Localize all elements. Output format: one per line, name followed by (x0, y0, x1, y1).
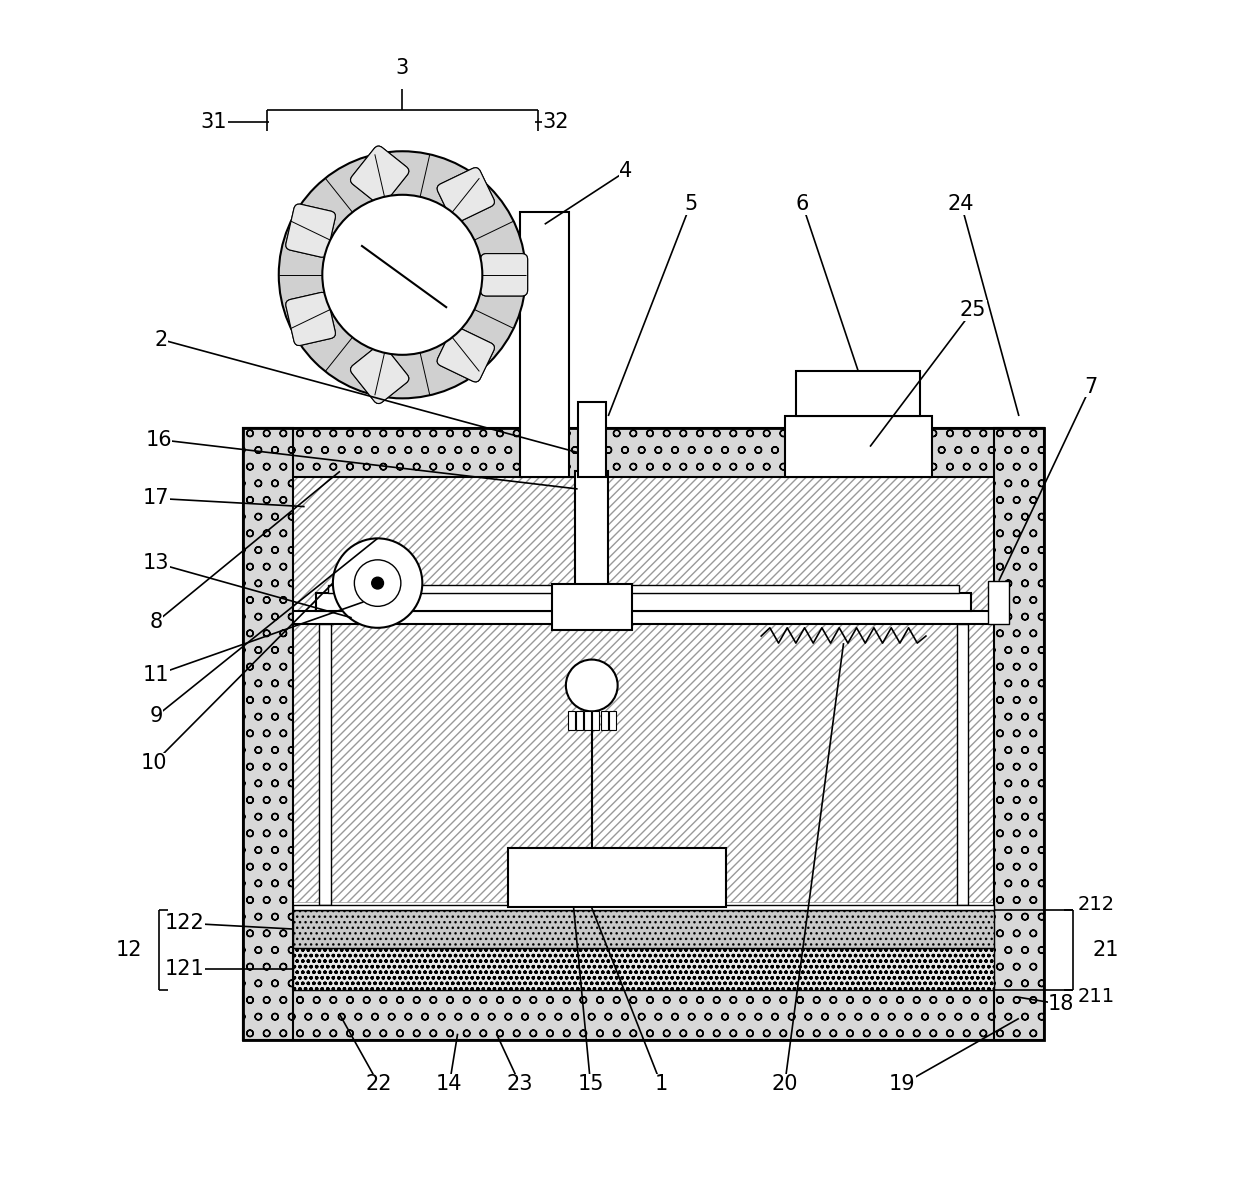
Text: 211: 211 (1078, 987, 1115, 1006)
Circle shape (565, 660, 618, 711)
FancyBboxPatch shape (285, 204, 336, 257)
Bar (520, 212, 569, 478)
Text: 13: 13 (143, 553, 170, 574)
Bar (584, 711, 591, 730)
Bar (293, 905, 994, 910)
Bar (785, 416, 931, 478)
Text: 7: 7 (1084, 377, 1097, 397)
Bar (243, 428, 1044, 478)
FancyBboxPatch shape (438, 327, 495, 382)
Text: 15: 15 (578, 1075, 604, 1094)
Bar (243, 428, 293, 1039)
Text: 20: 20 (771, 1075, 799, 1094)
Bar (319, 624, 331, 905)
Bar (578, 402, 606, 478)
Bar (293, 611, 994, 624)
FancyBboxPatch shape (438, 327, 495, 382)
Bar (293, 478, 994, 902)
Text: 17: 17 (143, 488, 170, 508)
Text: 8: 8 (150, 611, 162, 632)
Bar (575, 711, 583, 730)
Bar (956, 624, 968, 905)
Bar (568, 711, 574, 730)
Text: 5: 5 (684, 194, 697, 214)
Text: 32: 32 (542, 111, 568, 132)
Text: 16: 16 (145, 429, 172, 449)
FancyBboxPatch shape (351, 345, 409, 404)
FancyBboxPatch shape (438, 167, 495, 223)
Text: 21: 21 (1092, 940, 1120, 960)
Text: 1: 1 (655, 1075, 668, 1094)
Text: 25: 25 (960, 300, 986, 320)
Bar (796, 371, 920, 416)
Text: 10: 10 (141, 754, 167, 773)
Text: 31: 31 (201, 111, 227, 132)
FancyBboxPatch shape (438, 167, 495, 223)
Bar (293, 910, 994, 948)
FancyBboxPatch shape (285, 293, 336, 346)
Bar (609, 711, 616, 730)
Bar (988, 581, 1009, 624)
Bar (293, 948, 994, 991)
Text: 121: 121 (165, 959, 205, 979)
FancyBboxPatch shape (481, 254, 528, 296)
Circle shape (279, 152, 526, 398)
Text: 23: 23 (507, 1075, 533, 1094)
Bar (243, 428, 1044, 1039)
FancyBboxPatch shape (351, 146, 409, 205)
Bar (593, 711, 599, 730)
Bar (316, 592, 971, 611)
Bar (994, 428, 1044, 1039)
Text: 12: 12 (117, 940, 143, 960)
Circle shape (322, 194, 482, 354)
Circle shape (355, 559, 401, 607)
FancyBboxPatch shape (285, 204, 336, 257)
Bar (575, 472, 609, 585)
FancyBboxPatch shape (351, 146, 409, 205)
Bar (243, 991, 1044, 1039)
Bar (345, 557, 371, 609)
Text: 6: 6 (796, 194, 808, 214)
Text: 14: 14 (436, 1075, 463, 1094)
Text: 11: 11 (143, 665, 170, 685)
Bar (600, 711, 608, 730)
Text: 122: 122 (165, 914, 205, 933)
Text: 9: 9 (150, 706, 164, 726)
Text: 18: 18 (1048, 994, 1074, 1014)
Bar (329, 585, 959, 592)
FancyBboxPatch shape (481, 254, 528, 296)
FancyBboxPatch shape (285, 293, 336, 346)
Bar (552, 584, 631, 630)
Text: 4: 4 (619, 161, 632, 181)
Text: 212: 212 (1078, 895, 1115, 914)
Circle shape (372, 577, 383, 589)
Text: 24: 24 (949, 194, 975, 214)
FancyBboxPatch shape (351, 345, 409, 404)
Text: 2: 2 (155, 329, 167, 350)
Circle shape (332, 538, 423, 628)
Text: 3: 3 (396, 58, 409, 78)
Text: 22: 22 (366, 1075, 392, 1094)
Text: 19: 19 (889, 1075, 915, 1094)
Bar (508, 847, 725, 907)
